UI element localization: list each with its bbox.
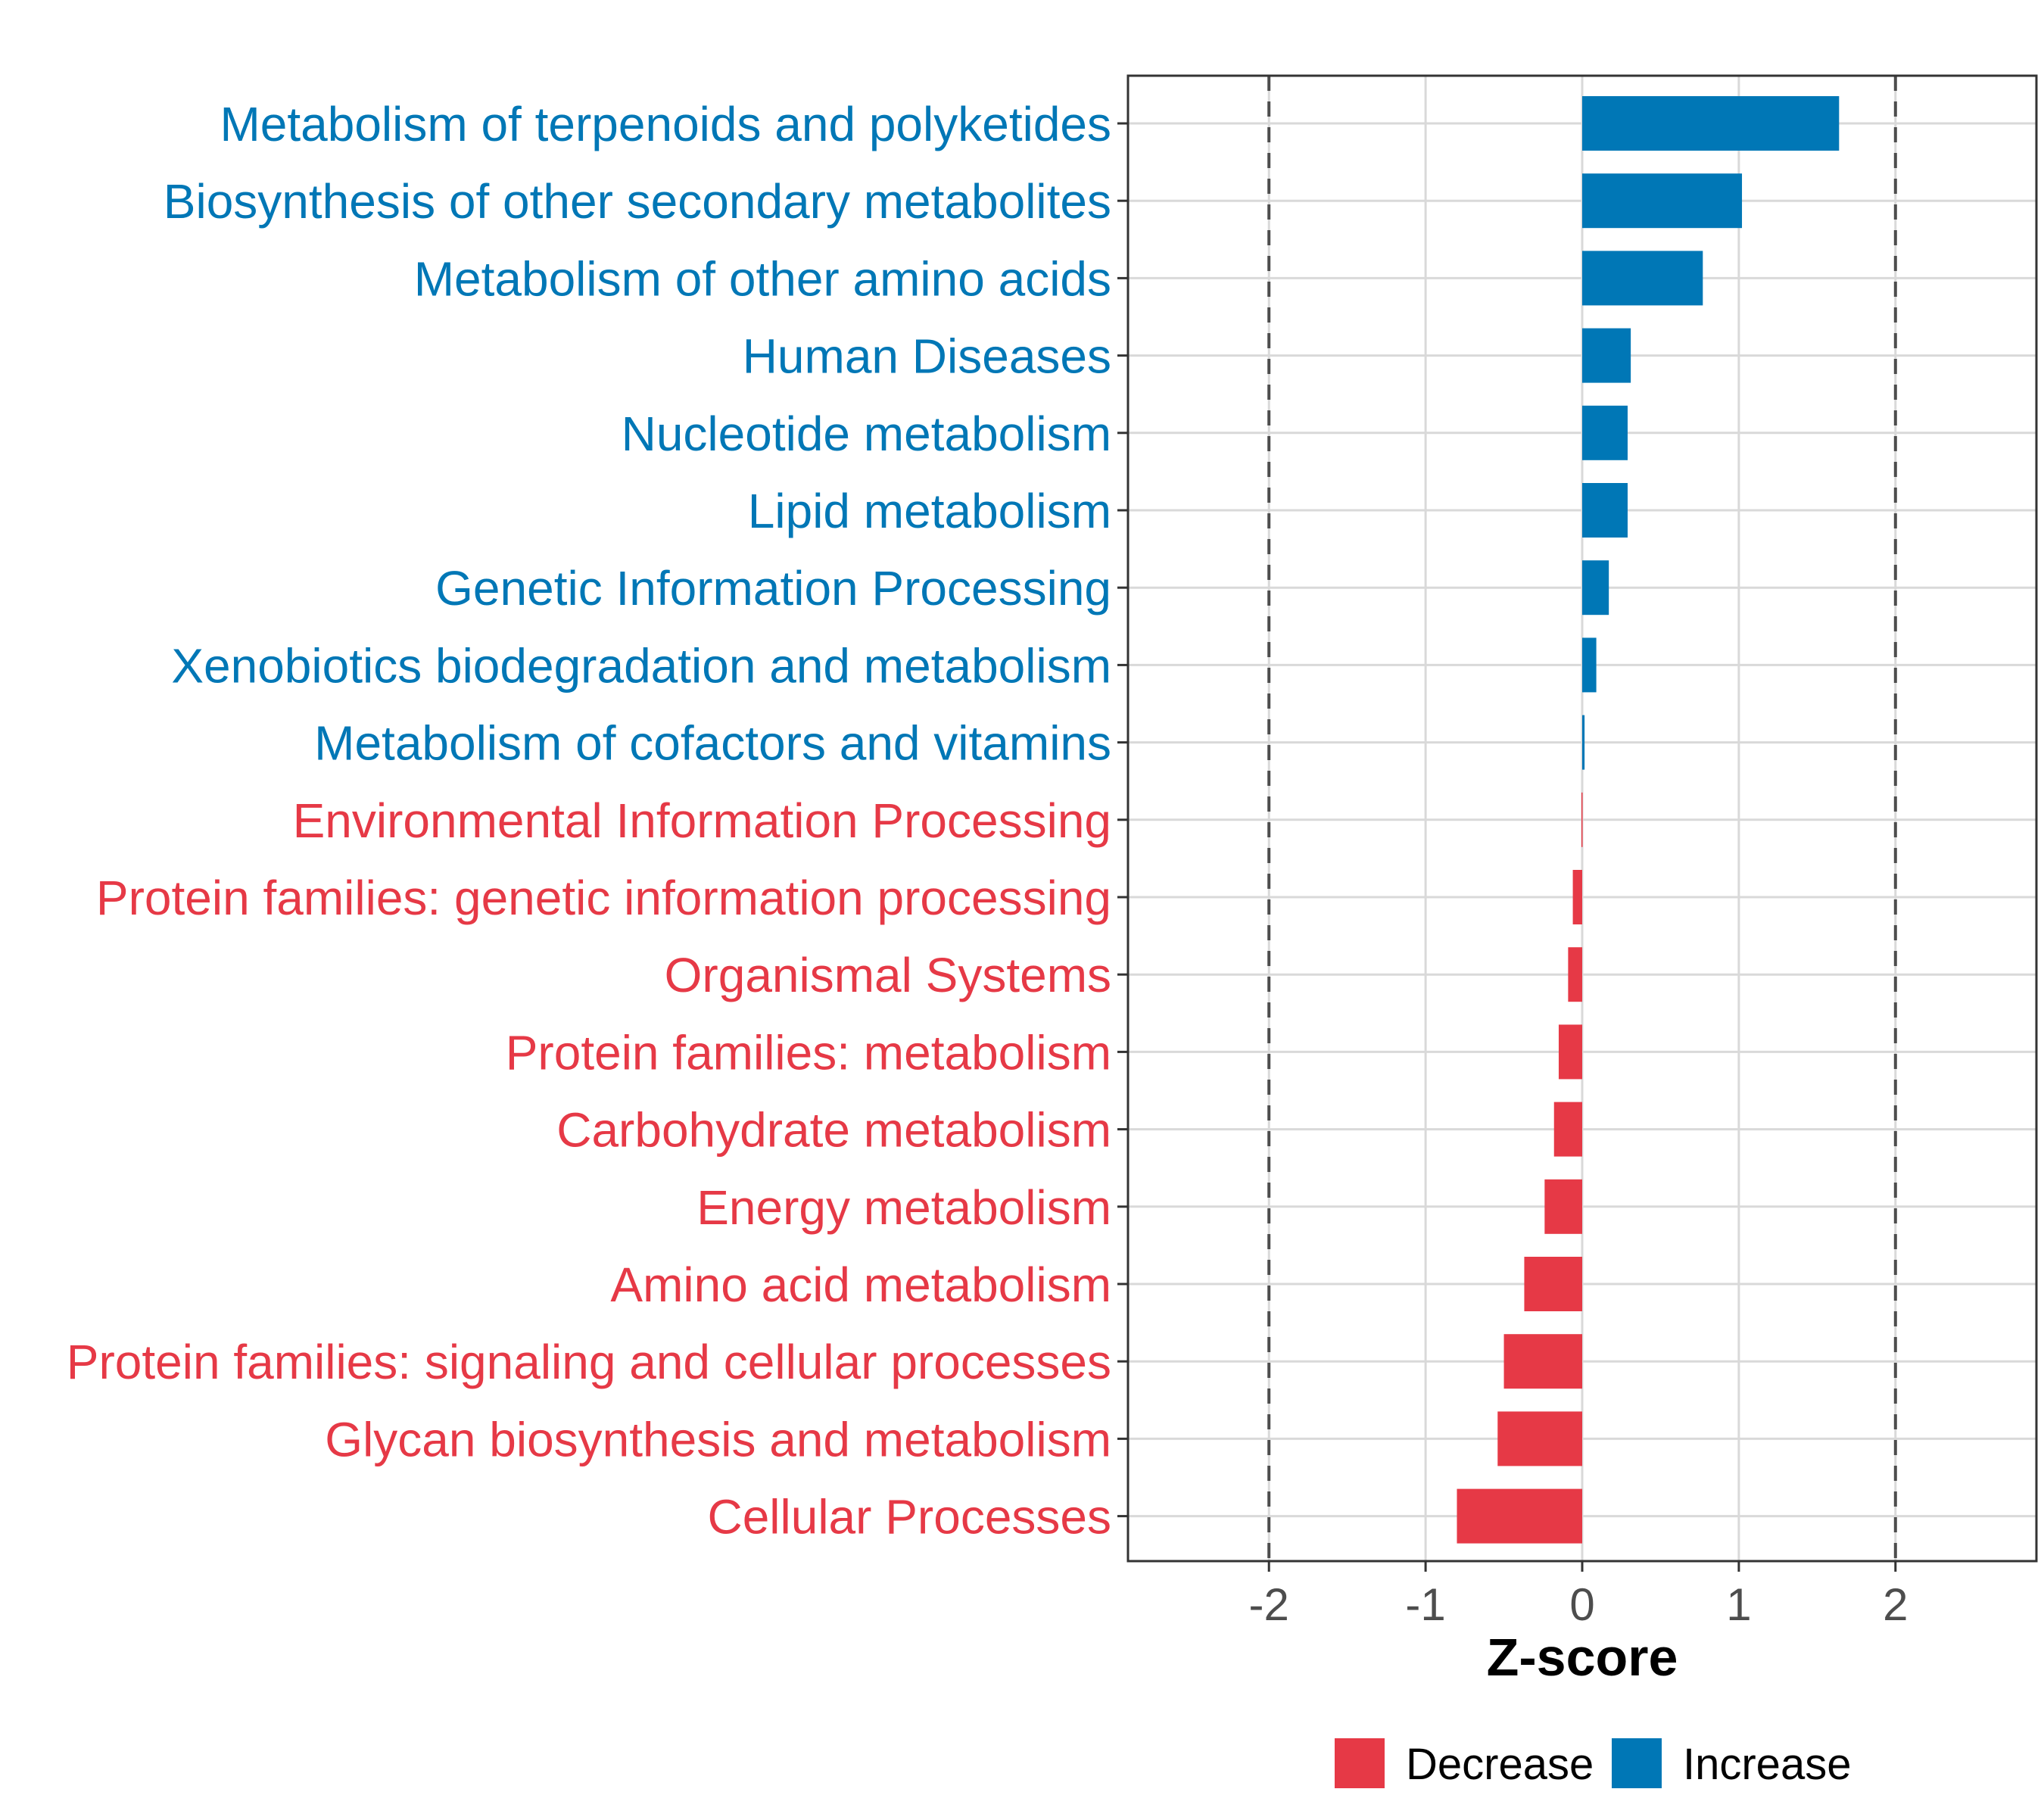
- bar: [1582, 637, 1597, 693]
- category-label: Protein families: metabolism: [506, 1025, 1111, 1080]
- legend-label-increase: Increase: [1683, 1740, 1851, 1789]
- x-tick-label: 2: [1883, 1579, 1908, 1630]
- x-axis-title: Z-score: [1487, 1628, 1678, 1687]
- bars: [1457, 96, 1840, 1544]
- category-label: Human Diseases: [743, 329, 1111, 384]
- legend: Decrease Increase: [1335, 1738, 1851, 1789]
- category-label: Organismal Systems: [665, 948, 1111, 1002]
- category-label: Biosynthesis of other secondary metaboli…: [164, 174, 1111, 229]
- category-label: Nucleotide metabolism: [622, 407, 1111, 461]
- bar: [1497, 1411, 1582, 1466]
- category-label: Metabolism of terpenoids and polyketides: [220, 97, 1111, 151]
- x-ticks: -2 -1 0 1 2: [1249, 1561, 1908, 1630]
- bar: [1582, 715, 1585, 770]
- bar: [1553, 1102, 1582, 1157]
- bar: [1582, 560, 1609, 616]
- bar: [1582, 328, 1631, 383]
- bar: [1544, 1179, 1582, 1234]
- category-label: Glycan biosynthesis and metabolism: [325, 1412, 1111, 1466]
- category-label: Lipid metabolism: [748, 484, 1111, 538]
- y-ticks: [1117, 122, 1128, 1518]
- x-tick-label: 0: [1569, 1579, 1594, 1630]
- category-label: Environmental Information Processing: [293, 793, 1111, 848]
- bar: [1582, 405, 1628, 460]
- category-label: Protein families: signaling and cellular…: [67, 1335, 1111, 1389]
- bar: [1524, 1257, 1582, 1311]
- category-label: Energy metabolism: [696, 1180, 1111, 1235]
- bar: [1582, 173, 1743, 229]
- bar: [1503, 1334, 1582, 1389]
- x-tick-label: -2: [1249, 1579, 1289, 1630]
- legend-swatch-increase: [1612, 1738, 1662, 1788]
- category-label: Metabolism of cofactors and vitamins: [314, 716, 1111, 771]
- bar: [1582, 483, 1628, 538]
- x-tick-label: -1: [1405, 1579, 1445, 1630]
- category-label: Metabolism of other amino acids: [414, 251, 1111, 306]
- bar: [1572, 870, 1582, 924]
- legend-swatch-decrease: [1335, 1738, 1385, 1788]
- bar: [1582, 96, 1840, 151]
- bar: [1568, 947, 1582, 1002]
- x-tick-label: 1: [1726, 1579, 1751, 1630]
- legend-label-decrease: Decrease: [1406, 1740, 1594, 1789]
- bar: [1581, 792, 1583, 847]
- reference-lines: [1267, 76, 1897, 1561]
- category-label: Xenobiotics biodegradation and metabolis…: [171, 638, 1111, 693]
- category-label: Carbohydrate metabolism: [556, 1103, 1111, 1158]
- bar: [1582, 251, 1703, 306]
- category-label: Genetic Information Processing: [435, 561, 1111, 616]
- bar: [1558, 1024, 1582, 1080]
- category-label: Cellular Processes: [707, 1490, 1111, 1544]
- y-axis-labels: Metabolism of terpenoids and polyketides…: [67, 97, 1111, 1544]
- bar: [1457, 1488, 1582, 1544]
- category-label: Protein families: genetic information pr…: [96, 871, 1111, 925]
- category-label: Amino acid metabolism: [610, 1258, 1111, 1312]
